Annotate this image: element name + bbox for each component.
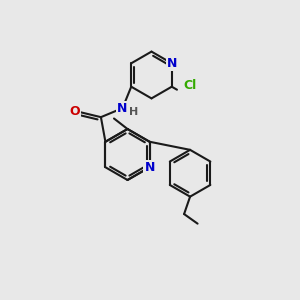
Text: O: O <box>70 105 80 118</box>
Text: Cl: Cl <box>183 79 196 92</box>
Text: N: N <box>117 102 128 115</box>
Text: N: N <box>144 161 155 174</box>
Text: H: H <box>129 107 139 117</box>
Text: N: N <box>167 57 177 70</box>
